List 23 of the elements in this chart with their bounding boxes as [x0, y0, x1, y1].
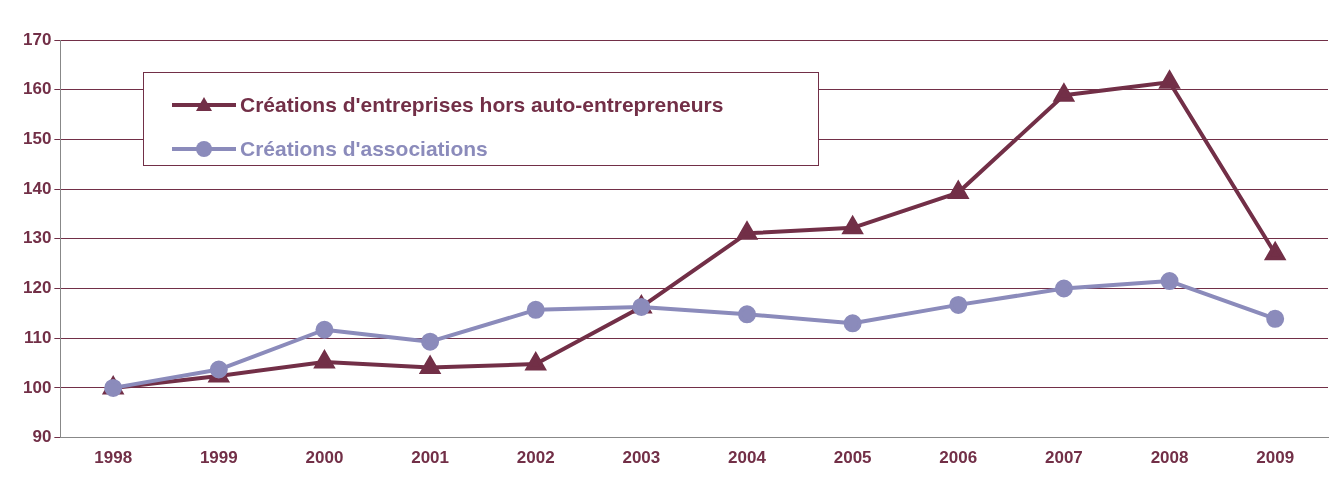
legend-label: Créations d'entreprises hors auto-entrepreneurs — [240, 93, 724, 117]
x-tick-label: 1999 — [199, 448, 238, 468]
x-tick-label: 2005 — [833, 448, 872, 468]
x-tick-label: 2008 — [1150, 448, 1189, 468]
x-tick-label: 2002 — [516, 448, 555, 468]
y-tick-label: 140 — [22, 178, 52, 198]
x-tick-label: 2007 — [1045, 448, 1083, 468]
y-tick-label: 130 — [22, 228, 52, 248]
x-tick-label: 2003 — [622, 448, 661, 468]
x-tick-label: 2006 — [939, 448, 978, 468]
x-tick-label: 2004 — [728, 448, 767, 468]
y-tick-label: 150 — [22, 129, 52, 149]
y-tick-label: 160 — [22, 79, 52, 99]
y-tick-label: 110 — [23, 327, 52, 347]
legend-label: Créations d'associations — [240, 137, 488, 161]
y-tick-label: 100 — [22, 377, 52, 397]
x-tick-label: 1998 — [94, 448, 133, 468]
x-tick-label: 2009 — [1256, 448, 1295, 468]
y-tick-label: 170 — [22, 29, 52, 49]
y-tick-label: 120 — [22, 278, 52, 298]
x-tick-label: 2001 — [411, 448, 450, 468]
x-tick-label: 2000 — [305, 448, 344, 468]
y-tick-label: 90 — [32, 427, 52, 447]
